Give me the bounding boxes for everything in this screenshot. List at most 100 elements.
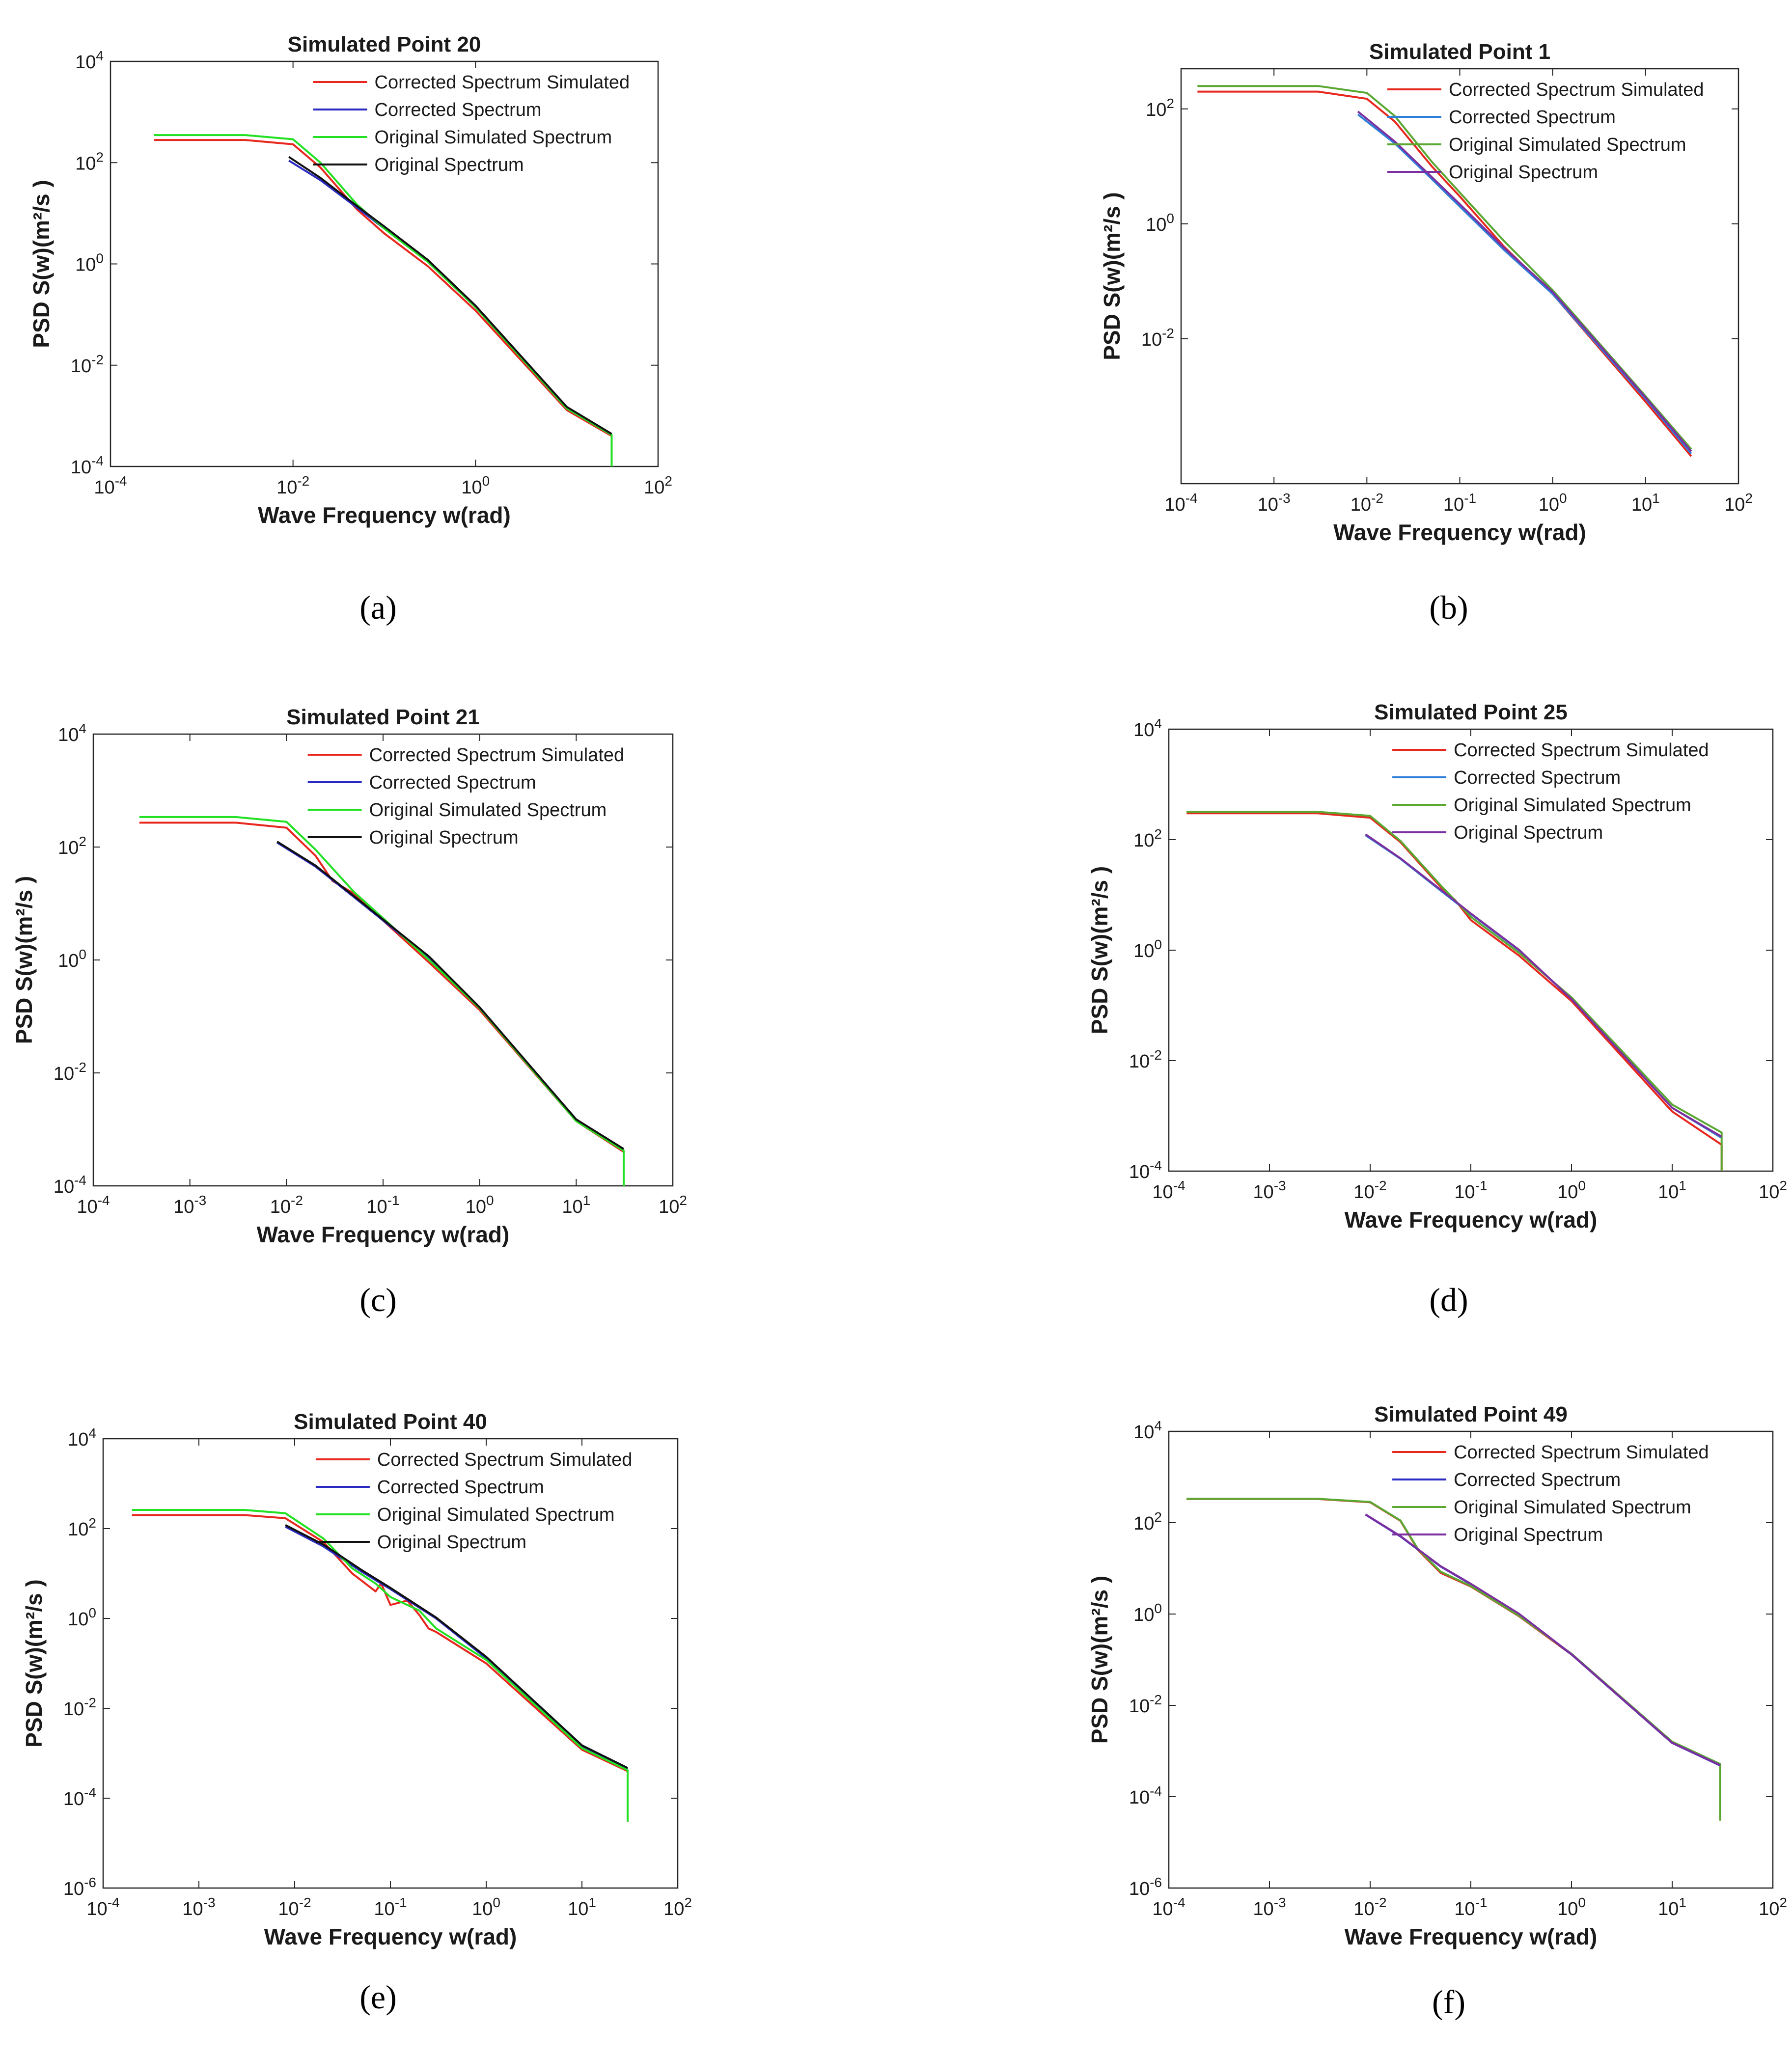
x-tick-label: 102 [1724, 491, 1753, 515]
x-tick-label: 10-2 [1353, 1895, 1386, 1919]
chart-title: Simulated Point 49 [1374, 1402, 1568, 1426]
x-tick-label: 10-4 [1152, 1895, 1185, 1919]
y-tick-label: 10-6 [1129, 1875, 1162, 1899]
x-tick-label: 10-3 [1253, 1178, 1286, 1203]
panel-caption: (c) [359, 1281, 396, 1318]
x-tick-label: 101 [1658, 1178, 1686, 1203]
x-tick-label: 10-2 [278, 1895, 311, 1919]
series-line-original-spectrum [288, 156, 612, 435]
y-axis-label: PSD S(w)(m²/s ) [1087, 1576, 1112, 1744]
x-tick-label: 10-2 [276, 473, 309, 498]
y-tick-label: 100 [58, 947, 86, 971]
legend-label: Corrected Spectrum Simulated [1449, 80, 1704, 100]
series-line-original-simulated-spectrum [139, 816, 625, 1186]
legend-label: Corrected Spectrum [377, 1477, 544, 1498]
panel-caption: (d) [1429, 1281, 1468, 1318]
legend-label: Corrected Spectrum [369, 772, 536, 793]
series-line-original-simulated-spectrum [154, 134, 613, 466]
y-tick-label: 102 [68, 1515, 96, 1540]
x-tick-label: 101 [562, 1193, 590, 1217]
series-line-original-spectrum [1357, 110, 1692, 452]
legend-label: Corrected Spectrum Simulated [1454, 740, 1709, 761]
x-tick-label: 100 [1557, 1178, 1586, 1203]
chart-panel-5: 10-4 10-3 10-2 10-1 100 101 10210-610-410-2100… [21, 1410, 692, 2016]
y-tick-label: 10-2 [71, 352, 104, 377]
y-tick-label: 10-4 [71, 453, 104, 478]
legend-label: Original Simulated Spectrum [1449, 135, 1686, 155]
legend-label: Original Simulated Spectrum [1454, 795, 1691, 816]
series-line-original-simulated-spectrum [1197, 85, 1692, 450]
plot-frame [102, 1438, 679, 1889]
legend-label: Original Spectrum [1449, 162, 1598, 183]
panel-caption: (f) [1432, 1983, 1465, 2021]
series-line-original-spectrum [1365, 833, 1722, 1138]
plot-frame [1168, 728, 1774, 1172]
y-tick-label: 104 [58, 721, 86, 745]
x-tick-label: 10-1 [1454, 1178, 1487, 1203]
plot-frame [1168, 1430, 1774, 1889]
y-axis-label: PSD S(w)(m²/s ) [28, 180, 54, 348]
legend-label: Corrected Spectrum Simulated [377, 1450, 633, 1470]
x-tick-label: 100 [472, 1895, 500, 1919]
chart-panel-1: 10-4 10-2 100 102 10-4 10-2 100 102 104 Corrected… [28, 32, 672, 626]
x-tick-label: 102 [659, 1193, 687, 1217]
x-tick-label: 10-3 [1253, 1895, 1286, 1919]
y-tick-label: 10-2 [1129, 1047, 1162, 1072]
series-line-corrected-spectrum-simulated [154, 139, 613, 466]
x-axis-label: Wave Frequency w(rad) [258, 502, 511, 528]
legend-label: Original Spectrum [1454, 822, 1603, 843]
series-line-original-spectrum [276, 841, 625, 1150]
legend-label: Corrected Spectrum [1454, 767, 1621, 788]
y-axis-label: PSD S(w)(m²/s ) [1099, 192, 1125, 360]
legend-label: Original Spectrum [369, 827, 519, 848]
y-tick-label: 10-6 [63, 1875, 96, 1899]
y-tick-label: 104 [68, 1425, 96, 1450]
x-axis-label: Wave Frequency w(rad) [1345, 1207, 1598, 1232]
chart-panel-2: 10-4 10-3 10-2 10-1 100 101 102 10-2 100 102 Corre… [1099, 40, 1753, 626]
y-tick-label: 10-4 [63, 1785, 96, 1809]
legend-label: Original Simulated Spectrum [1454, 1497, 1691, 1518]
x-tick-label: 10-4 [1152, 1178, 1185, 1203]
y-tick-label: 100 [1146, 211, 1174, 235]
x-tick-label: 10-4 [77, 1193, 110, 1217]
y-tick-label: 100 [1133, 1601, 1162, 1625]
panel-caption: (e) [359, 1978, 396, 2016]
x-tick-label: 10-3 [182, 1895, 215, 1919]
y-tick-label: 100 [75, 251, 104, 275]
chart-title: Simulated Point 21 [286, 705, 480, 729]
y-tick-label: 102 [1133, 826, 1162, 851]
x-tick-label: 100 [466, 1193, 494, 1217]
x-tick-label: 10-4 [94, 473, 127, 498]
y-axis-label: PSD S(w)(m²/s ) [11, 876, 37, 1044]
x-tick-label: 102 [663, 1895, 692, 1919]
x-tick-label: 10-1 [374, 1895, 407, 1919]
y-tick-label: 10-4 [54, 1173, 86, 1197]
legend-label: Original Spectrum [375, 155, 524, 175]
y-tick-label: 100 [1133, 937, 1162, 961]
y-tick-label: 102 [1133, 1509, 1162, 1534]
y-tick-label: 100 [68, 1605, 96, 1630]
y-tick-label: 104 [75, 48, 104, 73]
x-tick-label: 100 [1539, 491, 1567, 515]
legend-label: Original Spectrum [377, 1532, 526, 1553]
series-line-corrected-spectrum-simulated [132, 1514, 629, 1822]
x-tick-label: 10-4 [1164, 491, 1197, 515]
x-tick-label: 101 [1658, 1895, 1686, 1919]
x-tick-label: 102 [1759, 1895, 1787, 1919]
x-axis-label: Wave Frequency w(rad) [264, 1924, 517, 1949]
x-tick-label: 10-2 [1351, 491, 1383, 515]
series-line-original-spectrum [285, 1524, 628, 1769]
y-tick-label: 10-2 [1129, 1692, 1162, 1717]
legend-label: Corrected Spectrum Simulated [369, 745, 625, 766]
x-tick-label: 10-2 [270, 1193, 303, 1217]
y-tick-label: 10-4 [1129, 1783, 1162, 1808]
series-line-original-simulated-spectrum [132, 1509, 629, 1822]
x-axis-label: Wave Frequency w(rad) [1345, 1924, 1598, 1949]
legend-label: Corrected Spectrum [375, 100, 542, 120]
x-tick-label: 10-1 [1443, 491, 1476, 515]
plot-frame [92, 733, 674, 1187]
x-tick-label: 102 [1759, 1178, 1787, 1203]
x-tick-label: 10-3 [1258, 491, 1291, 515]
